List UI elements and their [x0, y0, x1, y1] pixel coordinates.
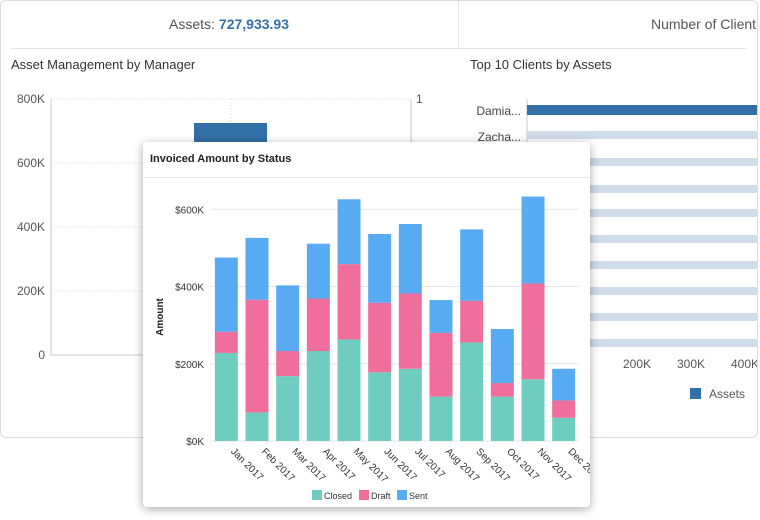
bar-segment-closed[interactable] [552, 417, 576, 441]
client-label: Zacha... [478, 130, 521, 144]
bar-segment-closed[interactable] [306, 351, 330, 441]
legend-label-draft[interactable]: Draft [371, 491, 391, 501]
bar-segment-sent[interactable] [429, 300, 453, 333]
bar-segment-draft[interactable] [306, 298, 330, 352]
assets-kpi: Assets: 727,933.93 [1, 1, 457, 48]
clients-kpi: Number of Client [458, 1, 757, 48]
clients-legend-swatch [690, 388, 701, 399]
y-axis-label: Amount [155, 297, 166, 335]
bar-segment-sent[interactable] [245, 237, 269, 300]
bar-segment-closed[interactable] [337, 339, 361, 441]
manager-y-tick: 800K [17, 92, 45, 106]
manager-chart-title: Asset Management by Manager [11, 57, 196, 72]
clients-x-tick: 300K [677, 357, 705, 371]
client-label: Damia... [476, 104, 521, 118]
y-tick-label: $0K [186, 437, 204, 448]
top-client-bar[interactable] [527, 105, 758, 115]
manager-y-tick: 400K [17, 220, 45, 234]
bar-segment-closed[interactable] [368, 372, 392, 441]
bar-segment-draft[interactable] [214, 331, 238, 353]
clients-x-tick: 200K [623, 357, 651, 371]
bar-segment-draft[interactable] [552, 400, 576, 418]
bar-segment-draft[interactable] [490, 383, 514, 397]
top-clients-chart-title: Top 10 Clients by Assets [470, 57, 612, 72]
legend-label-sent[interactable]: Sent [409, 491, 428, 501]
bar-segment-sent[interactable] [276, 285, 300, 352]
bar-segment-sent[interactable] [552, 368, 576, 401]
clients-kpi-label: Number of Client [651, 16, 757, 32]
invoice-card-title: Invoiced Amount by Status [150, 153, 292, 165]
bar-segment-draft[interactable] [245, 299, 269, 413]
bar-segment-draft[interactable] [429, 332, 453, 397]
bar-segment-draft[interactable] [398, 293, 422, 369]
bar-segment-closed[interactable] [460, 342, 484, 441]
bar-segment-sent[interactable] [490, 329, 514, 384]
bar-segment-closed[interactable] [276, 376, 300, 441]
bar-segment-closed[interactable] [398, 368, 422, 441]
bar-segment-draft[interactable] [337, 264, 361, 340]
y-tick-label: $600K [175, 205, 204, 216]
legend-swatch [397, 490, 407, 500]
bar-segment-closed[interactable] [521, 379, 545, 441]
bar-segment-sent[interactable] [398, 223, 422, 294]
bar-segment-sent[interactable] [460, 229, 484, 301]
manager-right-tick: 1 [416, 92, 423, 106]
manager-y-tick: 0 [38, 348, 45, 362]
legend-label-closed[interactable]: Closed [324, 491, 352, 501]
y-tick-label: $200K [175, 360, 204, 371]
manager-y-tick: 600K [17, 156, 45, 170]
bar-segment-sent[interactable] [368, 234, 392, 303]
bar-segment-sent[interactable] [306, 243, 330, 299]
legend-swatch [312, 490, 322, 500]
bar-segment-closed[interactable] [214, 352, 238, 441]
y-tick-label: $400K [175, 283, 204, 294]
legend-swatch [359, 490, 369, 500]
bar-segment-closed[interactable] [429, 396, 453, 441]
bar-segment-draft[interactable] [521, 283, 545, 380]
bar-segment-draft[interactable] [460, 300, 484, 343]
bar-segment-sent[interactable] [214, 257, 238, 332]
bar-segment-draft[interactable] [276, 351, 300, 377]
bar-segment-sent[interactable] [337, 199, 361, 265]
manager-y-tick: 200K [17, 284, 45, 298]
bar-segment-draft[interactable] [368, 302, 392, 373]
bar-segment-sent[interactable] [521, 196, 545, 284]
kpi-divider [11, 48, 747, 49]
assets-kpi-label: Assets: [169, 16, 215, 32]
bar-segment-closed[interactable] [490, 396, 514, 441]
invoiced-amount-card: Invoiced Amount by Status $0K $200K $400K $… [143, 142, 590, 507]
clients-x-tick: 400K [731, 357, 758, 371]
clients-legend-label[interactable]: Assets [709, 387, 745, 401]
assets-kpi-value: 727,933.93 [218, 16, 289, 32]
bar-segment-closed[interactable] [245, 412, 269, 441]
card-divider [143, 177, 590, 178]
